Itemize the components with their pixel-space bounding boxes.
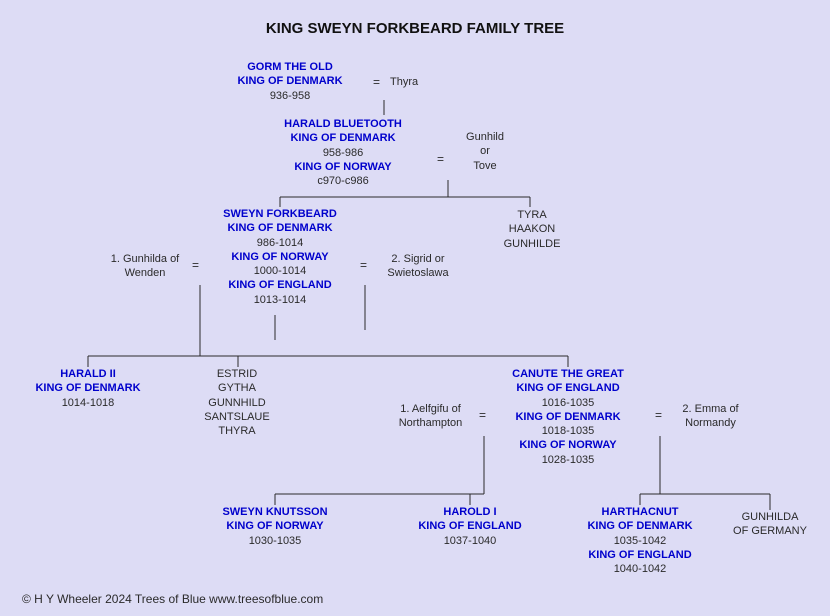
- dates: c970-c986: [317, 175, 368, 187]
- name: HARALD BLUETOOTH: [284, 118, 402, 130]
- dates: 1013-1014: [254, 294, 307, 306]
- equals-canute-left: =: [479, 408, 486, 422]
- dates: 1000-1014: [254, 265, 307, 277]
- dates: 1018-1035: [542, 425, 595, 437]
- title: KING OF ENGLAND: [588, 549, 691, 561]
- dates: 1016-1035: [542, 397, 595, 409]
- person-gunhild-tove: Gunhild or Tove: [455, 130, 515, 173]
- person-gunhilda-germany: GUNHILDA OF GERMANY: [720, 510, 820, 539]
- person-harthacnut: HARTHACNUT KING OF DENMARK 1035-1042 KIN…: [570, 505, 710, 576]
- person-estrid-group: ESTRID GYTHA GUNNHILD SANTSLAUE THYRA: [192, 367, 282, 438]
- person-sweyn-knutsson: SWEYN KNUTSSON KING OF NORWAY 1030-1035: [200, 505, 350, 548]
- person-thyra: Thyra: [390, 75, 418, 89]
- dates: 986-1014: [257, 237, 304, 249]
- title: KING OF NORWAY: [231, 251, 328, 263]
- name: SWEYN KNUTSSON: [222, 506, 327, 518]
- title: KING OF NORWAY: [294, 161, 391, 173]
- person-emma: 2. Emma of Normandy: [668, 402, 753, 431]
- person-gorm: GORM THE OLD KING OF DENMARK 936-958: [215, 60, 365, 103]
- person-harald-bluetooth: HARALD BLUETOOTH KING OF DENMARK 958-986…: [258, 117, 428, 188]
- name: CANUTE THE GREAT: [512, 368, 624, 380]
- equals-harald-b: =: [437, 152, 444, 166]
- dates: 1030-1035: [249, 535, 302, 547]
- person-sigrid: 2. Sigrid or Swietoslawa: [373, 252, 463, 281]
- copyright-text: © H Y Wheeler 2024 Trees of Blue www.tre…: [22, 592, 323, 606]
- title: KING OF DENMARK: [237, 75, 342, 87]
- person-harald2: HARALD II KING OF DENMARK 1014-1018: [18, 367, 158, 410]
- dates: 1037-1040: [444, 535, 497, 547]
- person-gunhilda-wenden: 1. Gunhilda of Wenden: [100, 252, 190, 281]
- person-aelfgifu: 1. Aelfgifu of Northampton: [383, 402, 478, 431]
- dates: 1014-1018: [62, 397, 115, 409]
- title: KING OF DENMARK: [227, 222, 332, 234]
- title: KING OF DENMARK: [587, 520, 692, 532]
- title: KING OF ENGLAND: [516, 382, 619, 394]
- person-harold1: HAROLD I KING OF ENGLAND 1037-1040: [400, 505, 540, 548]
- dates: 1035-1042: [614, 535, 667, 547]
- title: KING OF NORWAY: [519, 439, 616, 451]
- equals-canute-right: =: [655, 408, 662, 422]
- title: KING OF NORWAY: [226, 520, 323, 532]
- dates: 936-958: [270, 90, 310, 102]
- title: KING OF ENGLAND: [418, 520, 521, 532]
- name: HARTHACNUT: [602, 506, 679, 518]
- dates: 1040-1042: [614, 563, 667, 575]
- title: KING OF ENGLAND: [228, 279, 331, 291]
- title: KING OF DENMARK: [515, 411, 620, 423]
- person-sweyn: SWEYN FORKBEARD KING OF DENMARK 986-1014…: [200, 207, 360, 307]
- dates: 1028-1035: [542, 454, 595, 466]
- name: SWEYN FORKBEARD: [223, 208, 337, 220]
- name: HARALD II: [60, 368, 116, 380]
- name: HAROLD I: [443, 506, 496, 518]
- dates: 958-986: [323, 147, 363, 159]
- title: KING OF DENMARK: [35, 382, 140, 394]
- family-tree-canvas: KING SWEYN FORKBEARD FAMILY TREE GORM TH…: [0, 0, 830, 616]
- equals-sweyn-left: =: [192, 258, 199, 272]
- equals-gorm: =: [373, 75, 380, 89]
- equals-sweyn-right: =: [360, 258, 367, 272]
- name: GORM THE OLD: [247, 61, 333, 73]
- title: KING OF DENMARK: [290, 132, 395, 144]
- person-tyra-haakon: TYRA HAAKON GUNHILDE: [487, 208, 577, 251]
- person-canute: CANUTE THE GREAT KING OF ENGLAND 1016-10…: [488, 367, 648, 467]
- diagram-title: KING SWEYN FORKBEARD FAMILY TREE: [0, 20, 830, 37]
